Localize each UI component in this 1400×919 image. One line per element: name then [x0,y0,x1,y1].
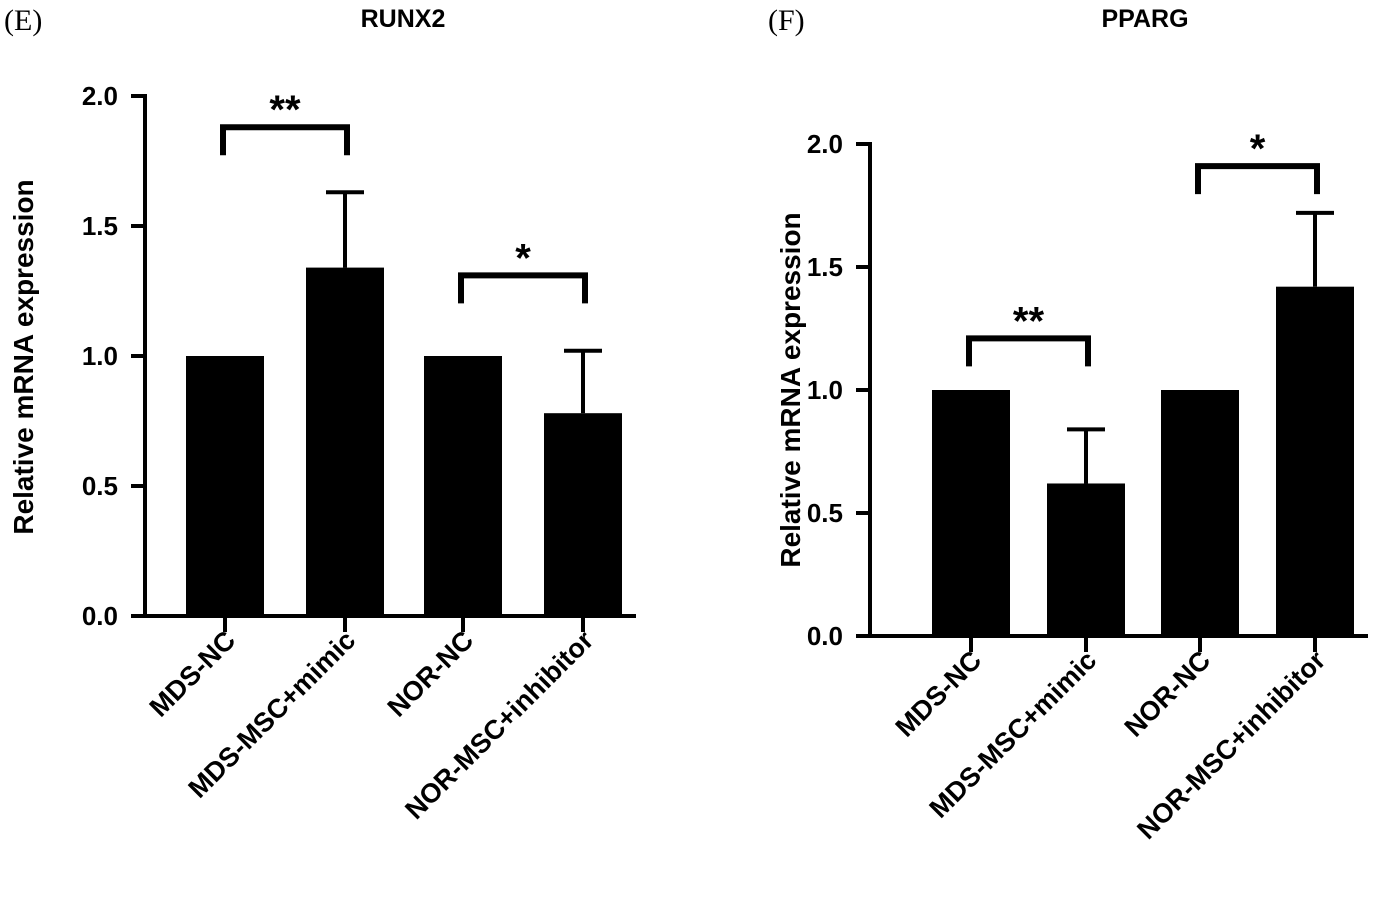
bar-4 [1276,286,1354,636]
chart-panel-e: (E) RUNX2 Relative mRNA expression 0.0 0.… [4,4,636,825]
y-tick-label: 0.0 [807,621,843,651]
y-tick-label: 0.5 [807,498,843,528]
y-tick-label: 1.5 [807,252,843,282]
significance-label: ** [1013,299,1045,343]
bar-4 [544,413,622,616]
y-tick-label: 1.5 [82,211,118,241]
chart-title: RUNX2 [361,5,446,33]
significance-label: * [515,236,531,280]
bar-1 [932,390,1010,636]
significance-label: ** [269,88,301,132]
category-label: NOR-MSC+inhibitor [1131,645,1331,845]
bar-1 [186,356,264,616]
significance-label: * [1250,127,1266,171]
significance-bracket [458,272,588,304]
y-axis-label: Relative mRNA expression [775,212,806,567]
category-label: MDS-NC [144,625,242,723]
bar-3 [1161,390,1239,636]
chart-title: PPARG [1101,5,1188,33]
y-tick-label: 0.5 [82,471,118,501]
category-label: MDS-NC [890,645,988,743]
significance-bracket [966,335,1091,367]
category-label: NOR-NC [1119,645,1217,743]
panel-letter: (E) [4,4,42,37]
bar-2 [306,267,384,616]
panel-letter: (F) [768,4,805,37]
y-tick-label: 1.0 [82,341,118,371]
significance-bracket [1195,163,1320,195]
y-tick-label: 0.0 [82,601,118,631]
y-tick-label: 2.0 [807,129,843,159]
y-axis-label: Relative mRNA expression [8,179,39,534]
category-label: NOR-NC [382,625,480,723]
bar-3 [424,356,502,616]
significance-bracket [220,124,350,156]
y-tick-label: 2.0 [82,81,118,111]
y-tick-label: 1.0 [807,375,843,405]
chart-panel-f: (F) PPARG Relative mRNA expression 0.0 0.… [768,4,1368,845]
bar-2 [1047,483,1125,636]
